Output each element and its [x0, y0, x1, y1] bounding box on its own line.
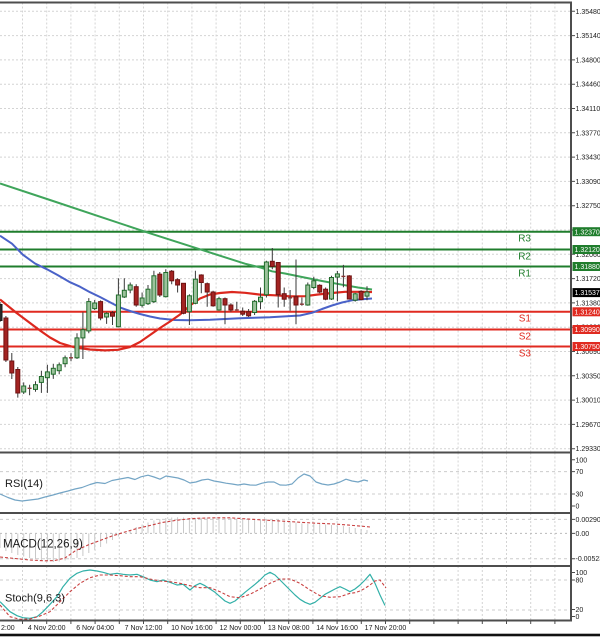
svg-text:1.30750: 1.30750: [575, 344, 600, 351]
svg-text:1.34460: 1.34460: [576, 82, 600, 89]
svg-text:R3: R3: [518, 234, 531, 245]
svg-text:2:00: 2:00: [1, 625, 15, 632]
svg-text:12 Nov 00:00: 12 Nov 00:00: [219, 625, 261, 632]
svg-text:4 Nov 20:00: 4 Nov 20:00: [28, 625, 66, 632]
svg-text:100: 100: [576, 457, 588, 464]
svg-text:6 Nov 04:00: 6 Nov 04:00: [76, 625, 114, 632]
svg-text:RSI(14): RSI(14): [5, 478, 43, 490]
svg-text:1.32060: 1.32060: [576, 252, 600, 259]
svg-text:13 Nov 08:00: 13 Nov 08:00: [268, 625, 310, 632]
svg-text:0.00: 0.00: [576, 531, 590, 538]
svg-text:20: 20: [576, 607, 584, 614]
svg-text:-0.00523: -0.00523: [576, 556, 600, 563]
svg-text:70: 70: [576, 469, 584, 476]
svg-text:1.30990: 1.30990: [575, 327, 600, 334]
svg-text:1.32750: 1.32750: [576, 203, 600, 210]
svg-text:0: 0: [576, 504, 580, 511]
svg-text:0: 0: [576, 614, 580, 621]
svg-text:1.34800: 1.34800: [576, 57, 600, 64]
svg-text:S1: S1: [519, 314, 532, 325]
svg-text:R1: R1: [518, 268, 531, 279]
svg-text:7 Nov 12:00: 7 Nov 12:00: [125, 625, 163, 632]
svg-text:1.35140: 1.35140: [576, 33, 600, 40]
svg-text:Stoch(9,6,3): Stoch(9,6,3): [5, 593, 65, 605]
svg-text:0.00290: 0.00290: [576, 517, 600, 524]
svg-text:1.30350: 1.30350: [576, 373, 600, 380]
svg-text:30: 30: [576, 492, 584, 499]
svg-text:14 Nov 16:00: 14 Nov 16:00: [316, 625, 358, 632]
svg-text:1.32120: 1.32120: [575, 247, 600, 254]
svg-text:1.32370: 1.32370: [575, 229, 600, 236]
svg-text:1.33430: 1.33430: [576, 155, 600, 162]
svg-text:MACD(12,26,9): MACD(12,26,9): [3, 539, 83, 551]
svg-text:1.31240: 1.31240: [575, 309, 600, 316]
svg-text:1.34110: 1.34110: [576, 106, 600, 113]
svg-text:10 Nov 16:00: 10 Nov 16:00: [171, 625, 213, 632]
svg-text:S2: S2: [519, 331, 532, 342]
svg-text:1.31880: 1.31880: [575, 264, 600, 271]
svg-text:100: 100: [576, 570, 588, 577]
svg-text:1.33770: 1.33770: [576, 130, 600, 137]
svg-text:1.31380: 1.31380: [576, 300, 600, 307]
svg-text:17 Nov 20:00: 17 Nov 20:00: [365, 625, 407, 632]
svg-text:R2: R2: [518, 251, 531, 262]
svg-text:1.30690: 1.30690: [576, 349, 600, 356]
svg-text:1.31537: 1.31537: [575, 290, 600, 297]
svg-text:S3: S3: [519, 348, 532, 359]
svg-text:80: 80: [576, 578, 584, 585]
svg-text:1.33090: 1.33090: [576, 179, 600, 186]
svg-text:1.35480: 1.35480: [576, 9, 600, 16]
svg-text:1.31720: 1.31720: [576, 276, 600, 283]
svg-text:1.29670: 1.29670: [576, 422, 600, 429]
svg-text:1.30010: 1.30010: [576, 398, 600, 405]
svg-text:1.29330: 1.29330: [576, 446, 600, 453]
